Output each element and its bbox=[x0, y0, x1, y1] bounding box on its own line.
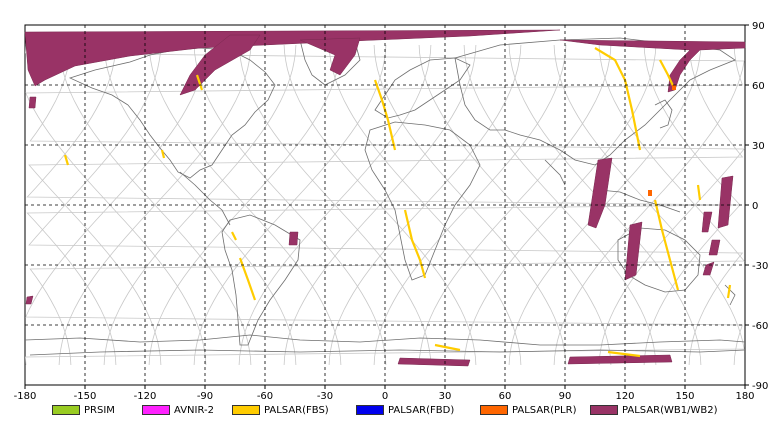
x-tick-label: -30 bbox=[317, 391, 333, 402]
legend-swatch bbox=[232, 405, 260, 415]
legend-item: PRSIM bbox=[52, 403, 115, 417]
x-tick-label: 120 bbox=[615, 391, 634, 402]
y-tick-label: 90 bbox=[752, 21, 765, 32]
x-tick-label: -90 bbox=[197, 391, 213, 402]
lat-lon-grid bbox=[25, 25, 745, 385]
legend-label: PALSAR(FBD) bbox=[388, 404, 455, 416]
legend-swatch bbox=[356, 405, 384, 415]
x-tick-label: 180 bbox=[735, 391, 754, 402]
legend-item: PALSAR(PLR) bbox=[480, 403, 576, 417]
legend-label: PALSAR(WB1/WB2) bbox=[622, 404, 718, 416]
y-tick-label: -60 bbox=[752, 321, 768, 332]
legend: PRSIM AVNIR-2 PALSAR(FBS) PALSAR(FBD) PALSAR… bbox=[0, 400, 770, 422]
y-tick-label: 60 bbox=[752, 81, 765, 92]
legend-label: PALSAR(FBS) bbox=[264, 404, 329, 416]
wb-swath-arctic-west bbox=[24, 29, 561, 87]
x-tick-label: 30 bbox=[439, 391, 452, 402]
legend-swatch bbox=[590, 405, 618, 415]
legend-swatch bbox=[142, 405, 170, 415]
y-tick-label: -30 bbox=[752, 261, 768, 272]
legend-label: PRSIM bbox=[84, 404, 115, 416]
x-tick-label: 0 bbox=[382, 391, 388, 402]
legend-label: PALSAR(PLR) bbox=[512, 404, 577, 416]
longitude-tick-labels: -180 -150 -120 -90 -60 -30 0 30 60 90 120 150 180 bbox=[14, 385, 755, 402]
x-tick-label: 90 bbox=[559, 391, 572, 402]
plr-spots bbox=[648, 85, 676, 196]
x-tick-label: -150 bbox=[74, 391, 97, 402]
x-tick-label: -120 bbox=[134, 391, 157, 402]
wb1-wb2-swaths bbox=[24, 29, 746, 367]
legend-item: PALSAR(WB1/WB2) bbox=[590, 403, 718, 417]
y-tick-label: 30 bbox=[752, 141, 765, 152]
y-tick-label: 0 bbox=[752, 201, 758, 212]
legend-swatch bbox=[480, 405, 508, 415]
x-tick-label: -60 bbox=[257, 391, 273, 402]
legend-swatch bbox=[52, 405, 80, 415]
legend-item: PALSAR(FBS) bbox=[232, 403, 329, 417]
legend-label: AVNIR-2 bbox=[174, 404, 214, 416]
latitude-tick-labels: 90 60 30 0 -30 -60 -90 bbox=[745, 21, 768, 392]
legend-item: PALSAR(FBD) bbox=[356, 403, 454, 417]
x-tick-label: -180 bbox=[14, 391, 37, 402]
x-tick-label: 150 bbox=[675, 391, 694, 402]
y-tick-label: -90 bbox=[752, 381, 768, 392]
legend-item: AVNIR-2 bbox=[142, 403, 214, 417]
x-tick-label: 60 bbox=[499, 391, 512, 402]
